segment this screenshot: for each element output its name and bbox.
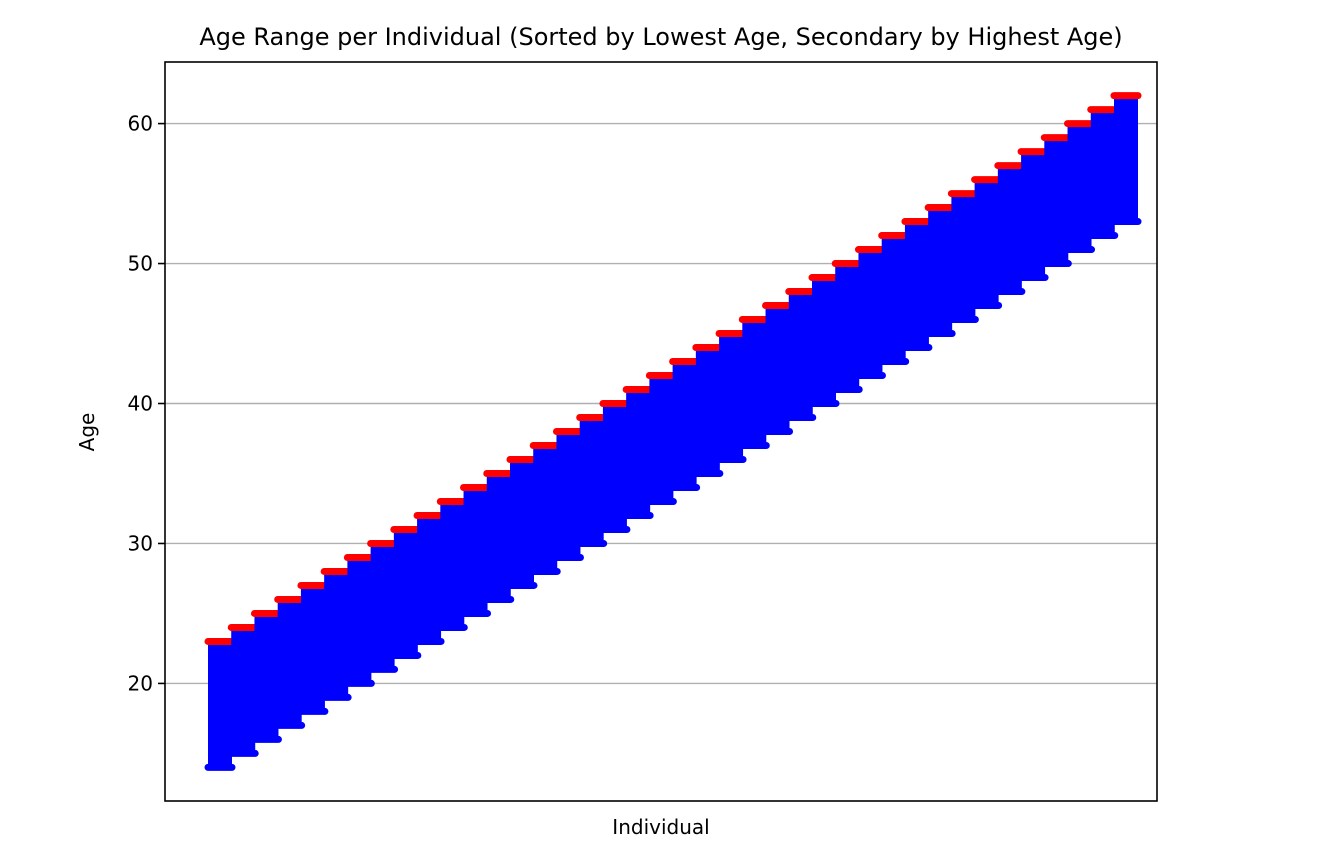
age-range-bar <box>393 529 418 656</box>
age-range-bar <box>788 291 813 418</box>
age-range-bar <box>742 319 767 446</box>
age-range-bar <box>347 557 372 684</box>
age-range-bar <box>1114 95 1138 222</box>
age-range-bar <box>486 473 511 600</box>
age-range-bar <box>951 193 976 320</box>
age-range-bar <box>649 375 674 502</box>
chart-title: Age Range per Individual (Sorted by Lowe… <box>199 23 1122 51</box>
age-range-bar <box>579 417 604 544</box>
age-range-bar <box>510 459 534 586</box>
age-range-bar <box>440 501 465 628</box>
age-range-bar <box>835 263 860 390</box>
age-range-bar <box>463 487 488 614</box>
age-range-bar <box>881 235 906 362</box>
age-range-bar <box>556 431 581 558</box>
age-range-bar <box>231 627 256 754</box>
age-range-bar <box>695 347 720 474</box>
y-axis-label: Age <box>75 413 99 452</box>
plot-frame <box>164 61 1158 802</box>
age-range-bar <box>1067 123 1092 250</box>
y-tick-label: 40 <box>128 392 153 416</box>
age-range-bar <box>904 221 929 348</box>
age-range-bar <box>208 641 232 768</box>
age-range-bar <box>417 515 442 642</box>
age-range-bar <box>324 571 349 698</box>
age-range-bar <box>300 585 325 712</box>
age-range-bar <box>533 445 558 572</box>
age-range-bar <box>812 277 836 404</box>
age-range-bar <box>719 333 744 460</box>
y-tick-label: 20 <box>128 671 153 695</box>
range-marks <box>204 92 1142 771</box>
age-range-bar <box>672 361 697 488</box>
y-tick-label: 30 <box>128 531 153 555</box>
age-range-bar <box>626 389 651 516</box>
age-range-bar <box>370 543 395 670</box>
age-range-bar <box>974 179 999 306</box>
age-range-bar <box>1044 137 1069 264</box>
age-range-bar <box>1021 151 1046 278</box>
y-tick-label: 60 <box>128 112 153 136</box>
age-range-bar <box>765 305 790 432</box>
age-range-bar <box>1090 109 1115 236</box>
age-range-bar <box>254 613 279 740</box>
y-tick-label: 50 <box>128 252 153 276</box>
x-axis-label: Individual <box>612 815 709 839</box>
age-range-bar <box>928 207 953 334</box>
y-axis-ticks: 20 30 40 50 60 <box>128 112 165 695</box>
age-range-bar <box>858 249 883 376</box>
age-range-bar <box>602 403 627 530</box>
age-range-bar <box>277 599 302 726</box>
age-range-bar <box>997 165 1022 292</box>
